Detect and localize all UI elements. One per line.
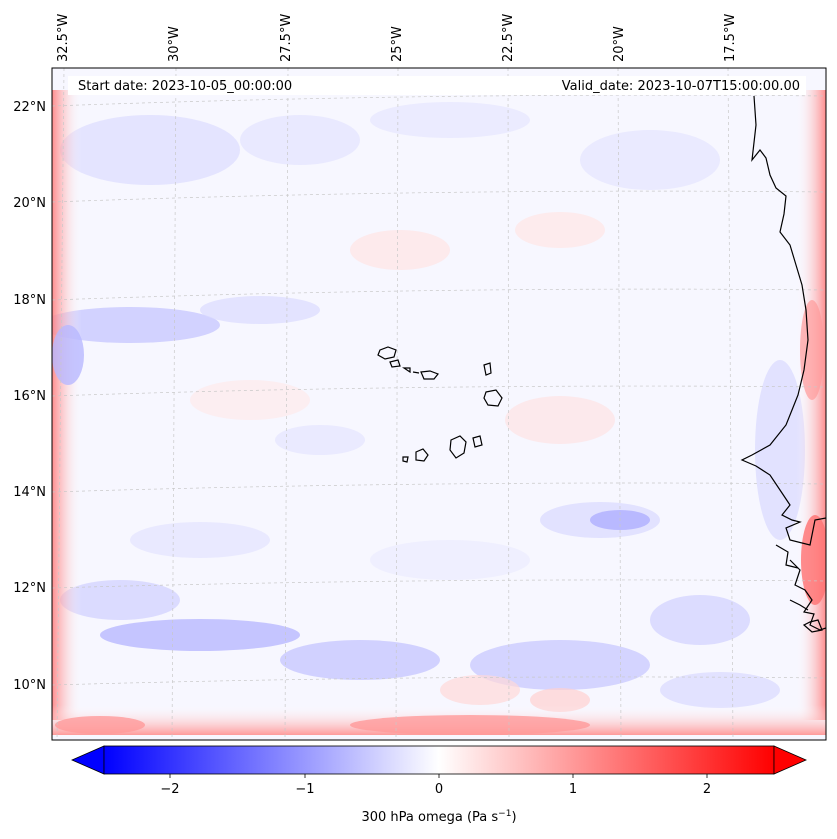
colorbar-tick: −1 — [295, 782, 314, 797]
coastline — [377, 95, 826, 633]
colorbar-extend-low — [71, 745, 105, 775]
lat-label: 16°N — [13, 389, 46, 404]
boundary-zone — [52, 90, 826, 735]
graticule — [52, 68, 826, 740]
colorbar-label-close: ) — [511, 810, 516, 825]
colorbar-extend-high — [773, 745, 807, 775]
colorbar-tick: 1 — [569, 782, 577, 797]
lon-label: 32.5°W — [56, 14, 71, 62]
lon-label: 25°W — [390, 26, 405, 62]
header-band — [68, 76, 806, 95]
longitude-labels: 32.5°W 30°W 27.5°W 25°W 22.5°W 20°W 17.5… — [56, 14, 738, 62]
colorbar: −2 −1 0 1 2 300 hPa omega (Pa s−1) — [71, 745, 807, 825]
colorbar-tick: 0 — [435, 782, 443, 797]
lon-label: 30°W — [167, 26, 182, 62]
colorbar-label-text: 300 hPa omega (Pa s — [361, 810, 498, 825]
map-frame — [51, 67, 827, 741]
colorbar-tick: 2 — [703, 782, 711, 797]
lat-label: 14°N — [13, 485, 46, 500]
lon-label: 27.5°W — [279, 14, 294, 62]
lat-label: 22°N — [13, 100, 46, 115]
lon-label: 22.5°W — [501, 14, 516, 62]
lat-label: 12°N — [13, 581, 46, 596]
valid-date-label: Valid_date: 2023-10-07T15:00:00.00 — [562, 79, 800, 94]
lon-label: 17.5°W — [723, 14, 738, 62]
map-panel: Start date: 2023-10-05_00:00:00 Valid_da… — [52, 68, 826, 740]
lon-label: 20°W — [612, 26, 627, 62]
omega-field — [52, 102, 805, 712]
start-date-label: Start date: 2023-10-05_00:00:00 — [78, 79, 292, 94]
lat-label: 20°N — [13, 196, 46, 211]
colorbar-label-exponent: −1 — [498, 809, 511, 819]
lat-label: 18°N — [13, 293, 46, 308]
colorbar-bar — [103, 745, 775, 775]
lat-label: 10°N — [13, 678, 46, 693]
colorbar-tick: −2 — [160, 782, 179, 797]
latitude-labels: 22°N 20°N 18°N 16°N 14°N 12°N 10°N — [13, 100, 46, 693]
colorbar-label: 300 hPa omega (Pa s−1) — [361, 809, 516, 825]
